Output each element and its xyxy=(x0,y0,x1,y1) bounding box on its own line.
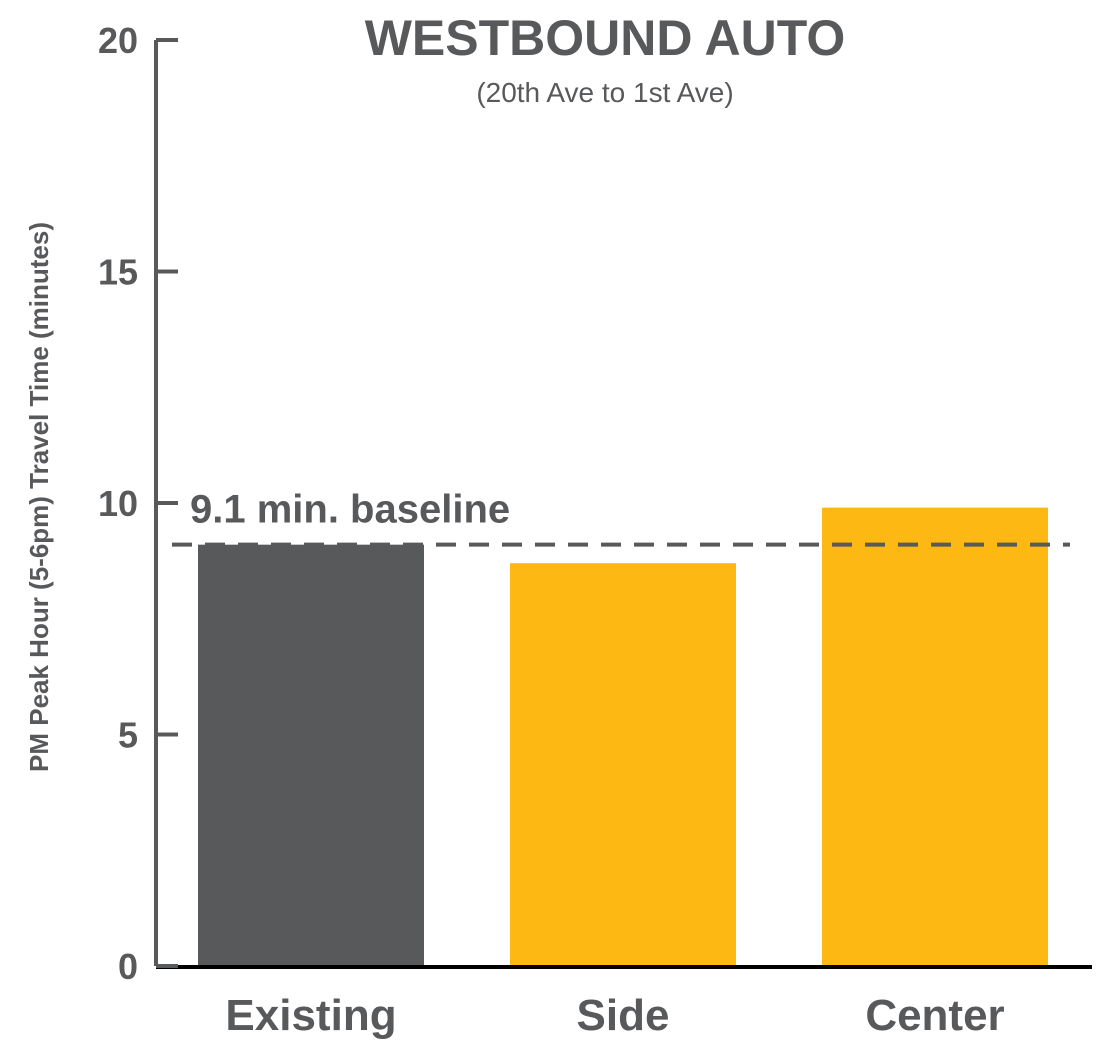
reference-line-group: 9.1 min. baseline xyxy=(172,488,1070,547)
chart-title: WESTBOUND AUTO xyxy=(365,10,846,66)
bars-group: Existing Side Center xyxy=(198,507,1048,1040)
y-tick-label-0: 0 xyxy=(118,946,138,987)
bar-center xyxy=(822,507,1048,966)
x-tick-label-existing: Existing xyxy=(225,991,396,1040)
x-tick-label-side: Side xyxy=(577,991,670,1040)
bar-side xyxy=(510,563,736,966)
x-tick-label-center: Center xyxy=(865,991,1004,1040)
bar-existing xyxy=(198,544,424,966)
baseline-label: 9.1 min. baseline xyxy=(190,488,510,532)
y-axis-label: PM Peak Hour (5-6pm) Travel Time (minute… xyxy=(24,222,54,772)
y-tick-label-5: 5 xyxy=(118,715,138,756)
y-tick-label-20: 20 xyxy=(98,20,138,61)
axes-group: 0 5 10 15 20 xyxy=(98,20,1092,987)
y-tick-label-10: 10 xyxy=(98,483,138,524)
chart-subtitle: (20th Ave to 1st Ave) xyxy=(476,77,733,108)
y-tick-label-15: 15 xyxy=(98,252,138,293)
